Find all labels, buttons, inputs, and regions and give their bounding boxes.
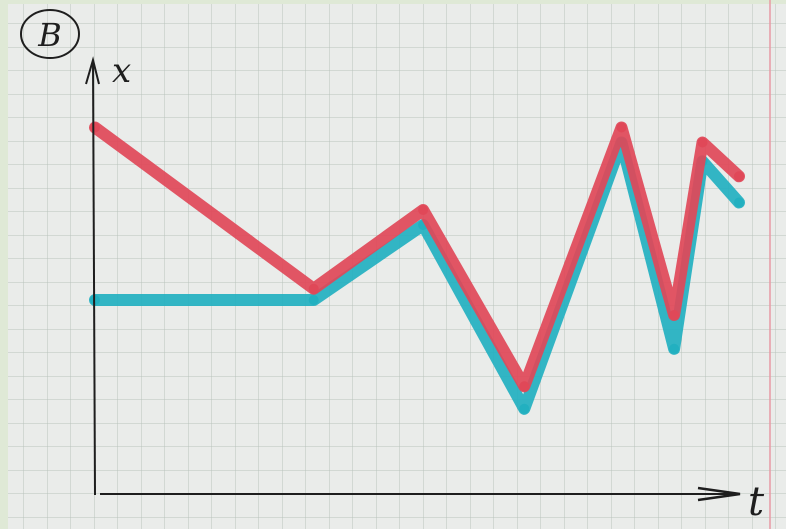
series-1-point-6: [669, 310, 680, 320]
circled-label-text: B: [37, 16, 62, 54]
series-1-point-3: [418, 205, 429, 215]
series-1-point-2: [308, 283, 319, 294]
series-1-point-5: [616, 122, 627, 133]
series-2-point-4: [519, 403, 530, 414]
y-axis-label: x: [112, 51, 131, 91]
series-2-point-8: [734, 197, 744, 208]
y-axis: [92, 61, 96, 496]
series-2-point-6: [669, 343, 680, 354]
y-axis-arrow: [85, 56, 100, 85]
series-1-point-7: [697, 137, 708, 148]
series-1-point-4: [519, 381, 530, 392]
series-2-point-2: [308, 295, 319, 305]
series-1-point-8: [734, 171, 744, 182]
x-axis-arrow: [697, 486, 741, 502]
series-line-1: [89, 121, 745, 393]
label-circle: [20, 9, 80, 59]
series-1-point-1: [90, 122, 100, 133]
circled-label: B: [20, 9, 80, 59]
x-axis-label: t: [748, 479, 765, 525]
